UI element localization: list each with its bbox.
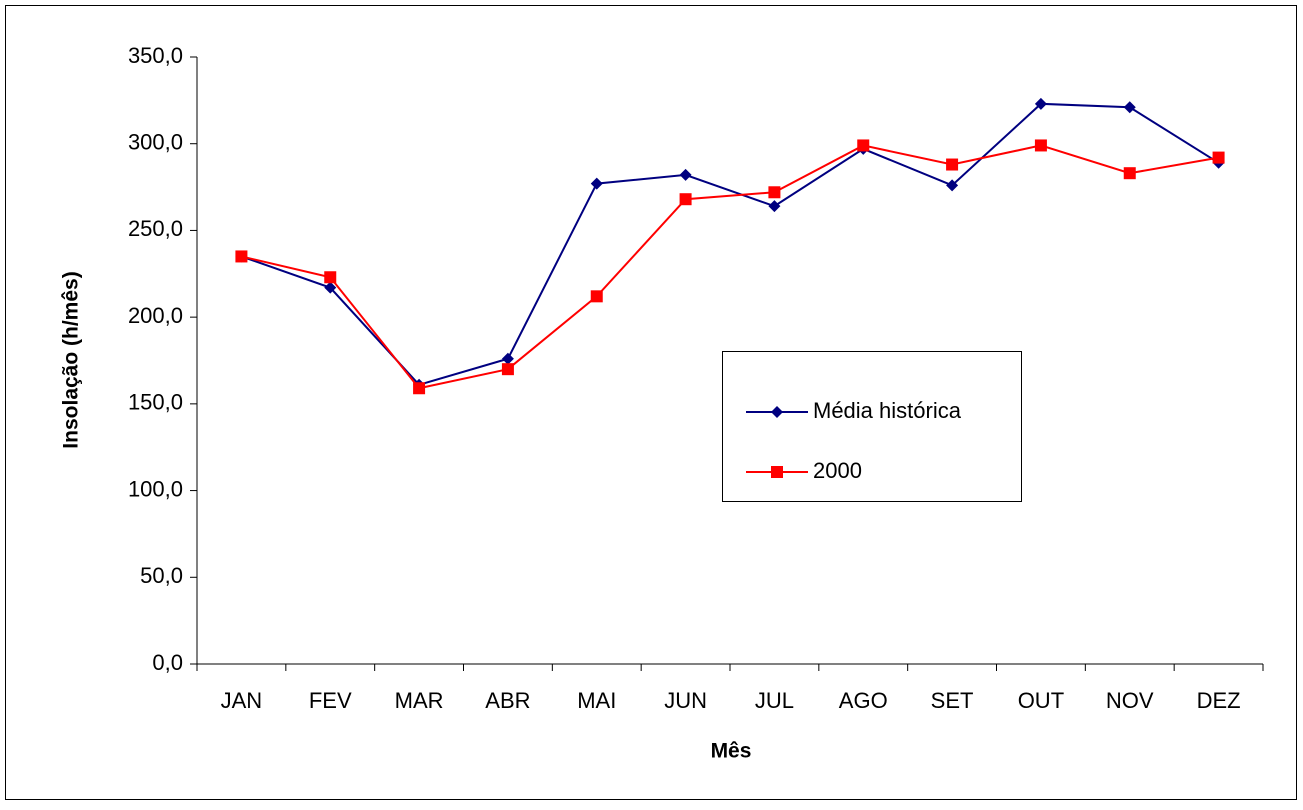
marker bbox=[324, 281, 337, 294]
y-tick-label: 50,0 bbox=[140, 563, 183, 588]
y-tick-label: 200,0 bbox=[128, 303, 183, 328]
legend-marker bbox=[771, 406, 783, 418]
y-tick-label: 250,0 bbox=[128, 216, 183, 241]
legend-marker bbox=[771, 466, 783, 478]
legend bbox=[722, 351, 1022, 502]
marker bbox=[768, 200, 781, 213]
marker bbox=[324, 271, 337, 284]
marker bbox=[946, 179, 959, 192]
x-tick-label: NOV bbox=[1106, 688, 1154, 713]
legend-label: Média histórica bbox=[813, 398, 962, 423]
marker bbox=[590, 290, 603, 303]
x-tick-label: ABR bbox=[485, 688, 530, 713]
x-tick-label: MAR bbox=[395, 688, 444, 713]
x-tick-label: AGO bbox=[839, 688, 888, 713]
marker bbox=[1123, 101, 1136, 114]
x-tick-label: JUL bbox=[755, 688, 794, 713]
y-tick-label: 100,0 bbox=[128, 476, 183, 501]
marker bbox=[1212, 151, 1225, 164]
marker bbox=[946, 158, 959, 171]
marker bbox=[1123, 167, 1136, 180]
y-axis-title: Insolação (h/mês) bbox=[60, 271, 83, 448]
y-tick-label: 300,0 bbox=[128, 130, 183, 155]
marker bbox=[1034, 139, 1047, 152]
x-tick-label: MAI bbox=[577, 688, 616, 713]
x-tick-label: OUT bbox=[1018, 688, 1064, 713]
x-tick-label: SET bbox=[931, 688, 974, 713]
legend-label: 2000 bbox=[813, 458, 862, 483]
marker bbox=[235, 250, 248, 263]
marker bbox=[857, 139, 870, 152]
marker bbox=[679, 193, 692, 206]
marker bbox=[501, 363, 514, 376]
y-tick-label: 350,0 bbox=[128, 43, 183, 68]
x-tick-label: JAN bbox=[221, 688, 263, 713]
series-line bbox=[241, 144, 1219, 390]
marker bbox=[679, 168, 692, 181]
marker bbox=[590, 177, 603, 190]
x-tick-label: JUN bbox=[664, 688, 707, 713]
marker bbox=[1034, 97, 1047, 110]
x-tick-label: FEV bbox=[309, 688, 352, 713]
marker bbox=[413, 382, 426, 395]
x-tick-label: DEZ bbox=[1197, 688, 1241, 713]
y-tick-label: 0,0 bbox=[152, 650, 183, 675]
chart-border bbox=[5, 5, 1297, 800]
y-tick-label: 150,0 bbox=[128, 390, 183, 415]
marker bbox=[501, 352, 514, 365]
marker bbox=[768, 186, 781, 199]
x-axis-title: Mês bbox=[711, 740, 752, 763]
